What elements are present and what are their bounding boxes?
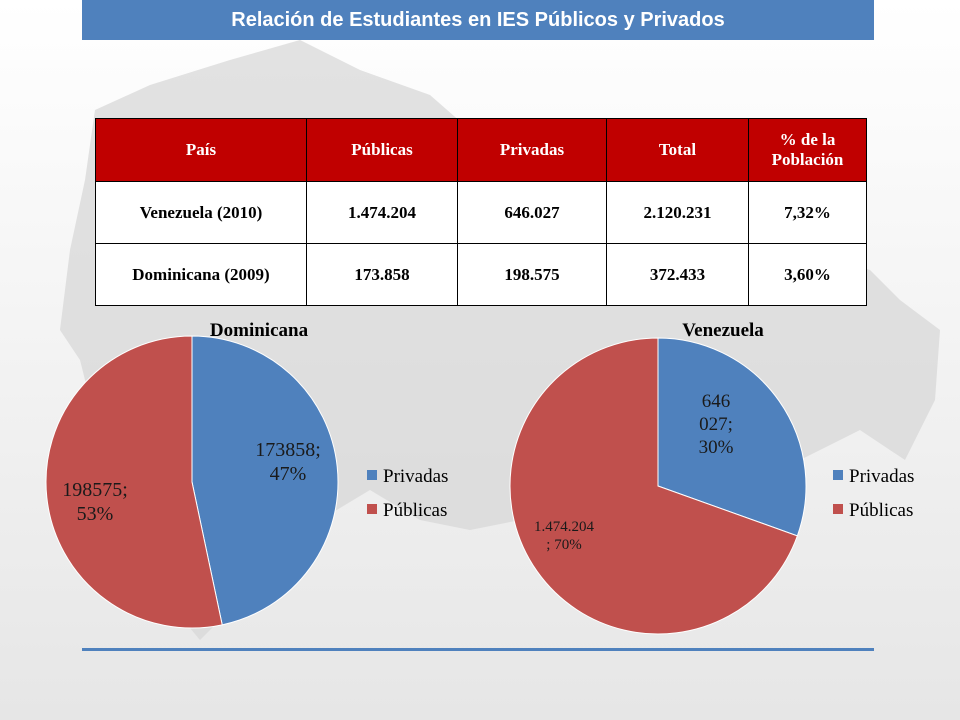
- table-cell: Venezuela (2010): [95, 181, 307, 244]
- legend-entry: Privadas: [849, 466, 914, 487]
- legend-entry: Privadas: [383, 466, 448, 487]
- legend-swatch: [833, 504, 843, 514]
- chart-title: Venezuela: [682, 320, 764, 341]
- data-label: 173858; 47%: [255, 439, 321, 485]
- table-row: Venezuela (2010) 1.474.204 646.027 2.120…: [95, 181, 867, 244]
- table-cell: 2.120.231: [606, 181, 749, 244]
- header-cell-population: % de la Población: [748, 118, 867, 182]
- legend-entry: Públicas: [849, 500, 913, 521]
- table-cell: 173.858: [306, 243, 458, 306]
- legend-swatch: [367, 470, 377, 480]
- table-cell: 1.474.204: [306, 181, 458, 244]
- data-label: 1.474.204; 70%: [534, 519, 595, 553]
- table-row: Dominicana (2009) 173.858 198.575 372.43…: [95, 243, 867, 306]
- table-cell: Dominicana (2009): [95, 243, 307, 306]
- table-cell: 198.575: [457, 243, 607, 306]
- header-cell-public: Públicas: [306, 118, 458, 182]
- bottom-divider: [82, 648, 874, 651]
- header-cell-total: Total: [606, 118, 749, 182]
- legend-swatch: [833, 470, 843, 480]
- slide-title: Relación de Estudiantes en IES Públicos …: [82, 0, 874, 40]
- data-table: País Públicas Privadas Total % de la Pob…: [95, 118, 867, 306]
- legend-entry: Públicas: [383, 500, 447, 521]
- table-cell: 372.433: [606, 243, 749, 306]
- table-cell: 3,60%: [748, 243, 867, 306]
- table-cell: 7,32%: [748, 181, 867, 244]
- pie-slice-privadas: [191, 335, 339, 626]
- chart-title: Dominicana: [210, 320, 309, 341]
- data-label: 646 027; 30%: [699, 391, 734, 458]
- pie-slice-públicas: [509, 337, 798, 635]
- data-label: 198575; 53%: [62, 479, 128, 525]
- legend-swatch: [367, 504, 377, 514]
- pie-slice-públicas: [45, 335, 223, 629]
- pie-slice-privadas: [657, 337, 807, 537]
